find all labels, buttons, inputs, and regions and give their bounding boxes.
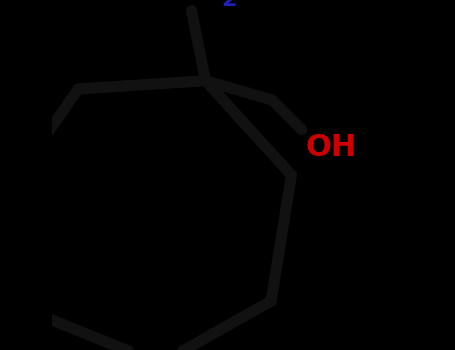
Text: 2: 2	[221, 0, 237, 10]
Text: NH: NH	[168, 0, 219, 6]
Text: OH: OH	[305, 133, 357, 161]
